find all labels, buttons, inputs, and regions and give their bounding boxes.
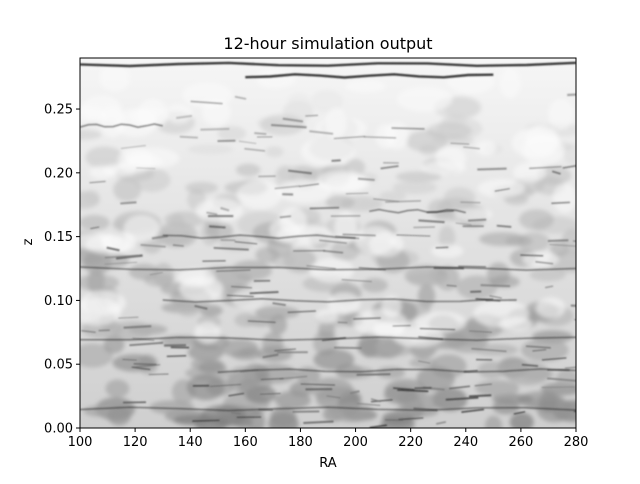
x-tick-label: 220 xyxy=(398,435,423,450)
y-tick-label: 0.20 xyxy=(44,166,73,181)
x-tick-label: 280 xyxy=(564,435,589,450)
y-axis-label: z xyxy=(21,238,36,245)
x-tick-label: 120 xyxy=(123,435,148,450)
x-axis-ticks: 100 120 140 160 180 200 220 240 260 280 xyxy=(68,428,589,450)
chart-title: 12-hour simulation output xyxy=(223,34,432,53)
x-tick-label: 180 xyxy=(288,435,313,450)
x-tick-label: 200 xyxy=(343,435,368,450)
y-axis-ticks: 0.00 0.05 0.10 0.15 0.20 0.25 xyxy=(44,103,80,437)
x-tick-label: 240 xyxy=(453,435,478,450)
y-tick-label: 0.00 xyxy=(44,422,73,437)
y-tick-label: 0.25 xyxy=(44,103,73,118)
x-tick-label: 160 xyxy=(233,435,258,450)
y-tick-label: 0.15 xyxy=(44,230,73,245)
y-tick-label: 0.10 xyxy=(44,294,73,309)
x-tick-label: 100 xyxy=(68,435,93,450)
plot-area xyxy=(62,58,598,436)
y-tick-label: 0.05 xyxy=(44,358,73,373)
x-tick-label: 260 xyxy=(508,435,533,450)
x-tick-label: 140 xyxy=(178,435,203,450)
x-axis-label: RA xyxy=(319,456,337,471)
